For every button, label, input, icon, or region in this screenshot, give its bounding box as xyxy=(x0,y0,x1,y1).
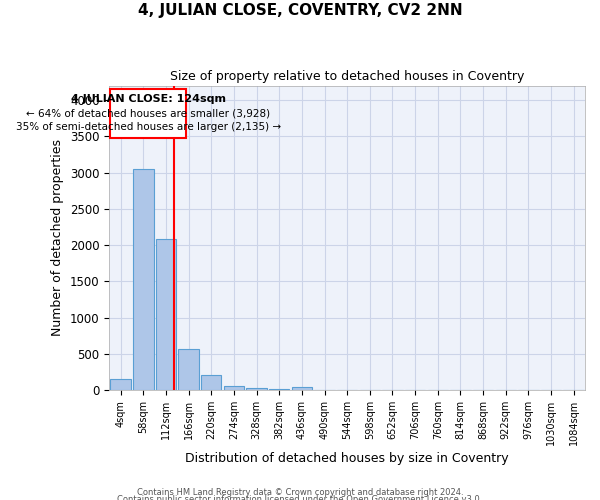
Title: Size of property relative to detached houses in Coventry: Size of property relative to detached ho… xyxy=(170,70,524,83)
Bar xyxy=(269,388,289,390)
Text: ← 64% of detached houses are smaller (3,928): ← 64% of detached houses are smaller (3,… xyxy=(26,108,271,118)
Text: Contains public sector information licensed under the Open Government Licence v3: Contains public sector information licen… xyxy=(118,496,482,500)
Text: 4, JULIAN CLOSE, COVENTRY, CV2 2NN: 4, JULIAN CLOSE, COVENTRY, CV2 2NN xyxy=(137,2,463,18)
Bar xyxy=(156,240,176,390)
Bar xyxy=(201,375,221,390)
Bar xyxy=(224,386,244,390)
Bar xyxy=(178,350,199,390)
Bar xyxy=(133,169,154,390)
Bar xyxy=(247,388,267,390)
Bar xyxy=(292,387,312,390)
Text: 35% of semi-detached houses are larger (2,135) →: 35% of semi-detached houses are larger (… xyxy=(16,122,281,132)
Text: Contains HM Land Registry data © Crown copyright and database right 2024.: Contains HM Land Registry data © Crown c… xyxy=(137,488,463,497)
Y-axis label: Number of detached properties: Number of detached properties xyxy=(52,140,64,336)
X-axis label: Distribution of detached houses by size in Coventry: Distribution of detached houses by size … xyxy=(185,452,509,465)
FancyBboxPatch shape xyxy=(110,89,187,138)
Text: 4 JULIAN CLOSE: 124sqm: 4 JULIAN CLOSE: 124sqm xyxy=(71,94,226,104)
Bar xyxy=(110,379,131,390)
